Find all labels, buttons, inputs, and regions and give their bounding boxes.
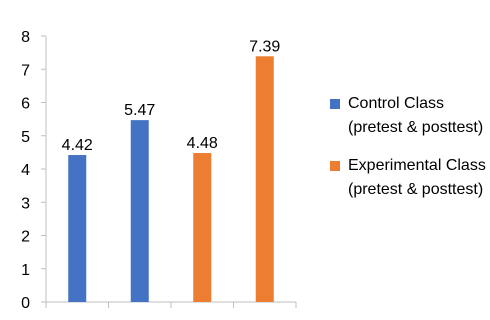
bar-chart: 0 1 2 3 4 5 6 7 8 4.42 5.47 4.48 7.39: [21, 29, 297, 312]
bar-control-1: [130, 120, 149, 302]
legend-item-control: Control Class (pretest & posttest): [330, 92, 490, 140]
y-tick-label: 2: [21, 229, 30, 246]
legend-label-experimental: Experimental Class (pretest & posttest): [348, 157, 486, 198]
data-label-0: 4.42: [62, 137, 93, 154]
bar-experimental-2: [193, 153, 212, 302]
x-tick-marks: [45, 302, 297, 308]
legend-label-control: Control Class (pretest & posttest): [348, 95, 484, 136]
data-label-3: 7.39: [249, 38, 280, 55]
legend: Control Class (pretest & posttest) Exper…: [330, 92, 490, 216]
y-tick-label: 1: [21, 262, 30, 279]
y-tick-label: 3: [21, 195, 30, 212]
legend-swatch-experimental: [330, 161, 340, 171]
y-tick-label: 6: [21, 96, 30, 113]
y-tick-label: 0: [21, 295, 30, 312]
legend-swatch-control: [330, 99, 340, 109]
y-tick-label: 5: [21, 129, 30, 146]
bars: [68, 56, 274, 302]
legend-item-experimental: Experimental Class (pretest & posttest): [330, 154, 490, 202]
data-label-1: 5.47: [124, 102, 155, 119]
data-label-2: 4.48: [187, 135, 218, 152]
bar-experimental-3: [255, 56, 274, 302]
y-tick-label: 7: [21, 62, 30, 79]
y-tick-labels: 0 1 2 3 4 5 6 7 8: [21, 29, 46, 312]
y-tick-label: 4: [21, 162, 30, 179]
bar-control-0: [68, 155, 87, 302]
data-labels: 4.42 5.47 4.48 7.39: [62, 38, 281, 154]
y-tick-label: 8: [21, 29, 30, 46]
